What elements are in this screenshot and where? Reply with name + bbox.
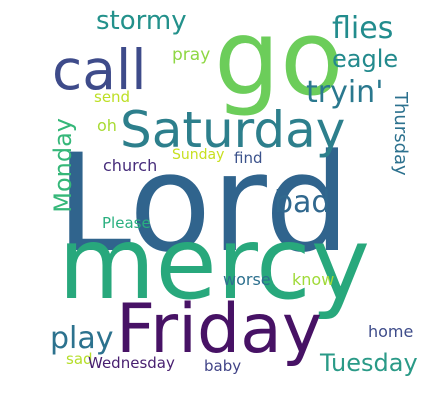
word-tuesday: Tuesday <box>320 349 418 377</box>
word-thursday: Thursday <box>390 92 411 176</box>
word-stormy: stormy <box>96 6 187 36</box>
word-church: church <box>103 156 158 175</box>
word-please: Please <box>102 214 151 232</box>
word-mercy: mercy <box>58 205 371 322</box>
word-bad: bad <box>274 185 331 220</box>
word-flies: flies <box>332 11 394 46</box>
word-tryin: tryin' <box>306 75 384 110</box>
word-baby: baby <box>204 357 242 375</box>
word-call: call <box>52 38 147 102</box>
word-lord: Lord <box>56 125 351 282</box>
word-worse: worse <box>223 270 271 289</box>
word-oh: oh <box>97 116 117 135</box>
word-eagle: eagle <box>332 45 399 73</box>
word-monday: Monday <box>49 118 77 213</box>
word-go: go <box>214 0 344 119</box>
word-know: know <box>292 270 335 289</box>
word-send: send <box>94 88 131 106</box>
word-play: play <box>50 321 114 356</box>
word-home: home <box>368 322 414 341</box>
word-find: find <box>234 149 263 167</box>
word-friday: Friday <box>116 290 323 369</box>
word-saturday: Saturday <box>120 101 346 159</box>
word-wednesday: Wednesday <box>88 354 175 372</box>
word-sunday: Sunday <box>172 147 225 163</box>
word-sad: sad <box>66 350 93 368</box>
word-pray: pray <box>172 45 211 65</box>
